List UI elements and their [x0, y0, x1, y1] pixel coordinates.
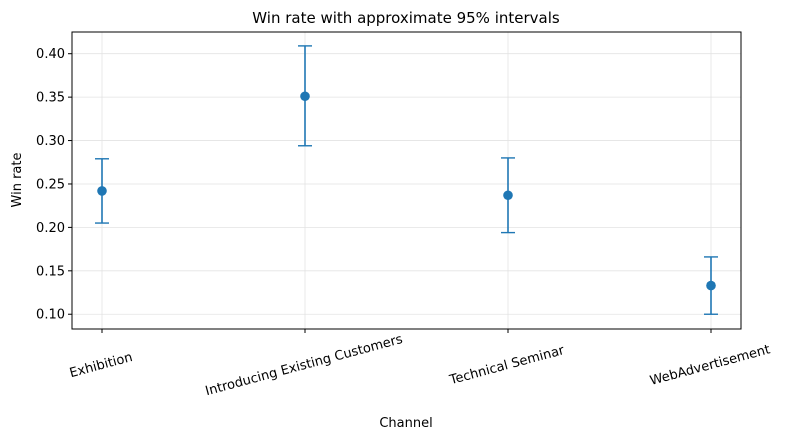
chart-title: Win rate with approximate 95% intervals	[252, 9, 560, 27]
y-tick-label: 0.35	[36, 91, 65, 106]
y-tick-label: 0.20	[36, 221, 65, 236]
y-tick-label: 0.30	[36, 134, 65, 149]
axes: 0.10 0.15 0.20 0.25 0.30 0.35 0.40 Exhibition In…	[36, 47, 772, 399]
y-axis-label: Win rate	[10, 153, 25, 208]
data-marks	[95, 45, 718, 315]
x-tick-label: Introducing Existing Customers	[204, 332, 405, 399]
data-point	[300, 91, 310, 102]
y-tick-label: 0.10	[36, 308, 65, 323]
x-tick-label: Exhibition	[68, 350, 134, 381]
y-tick-label: 0.25	[36, 177, 65, 192]
x-axis-label: Channel	[379, 416, 432, 431]
data-point	[706, 280, 716, 291]
data-point	[503, 190, 513, 201]
plot-area-frame	[71, 31, 742, 330]
x-tick-label: Technical Seminar	[447, 343, 566, 388]
y-tick-label: 0.40	[36, 47, 65, 62]
grid-lines	[72, 32, 741, 329]
data-point	[97, 186, 107, 196]
y-tick-label: 0.15	[36, 264, 65, 279]
x-tick-label: WebAdvertisement	[648, 342, 771, 389]
